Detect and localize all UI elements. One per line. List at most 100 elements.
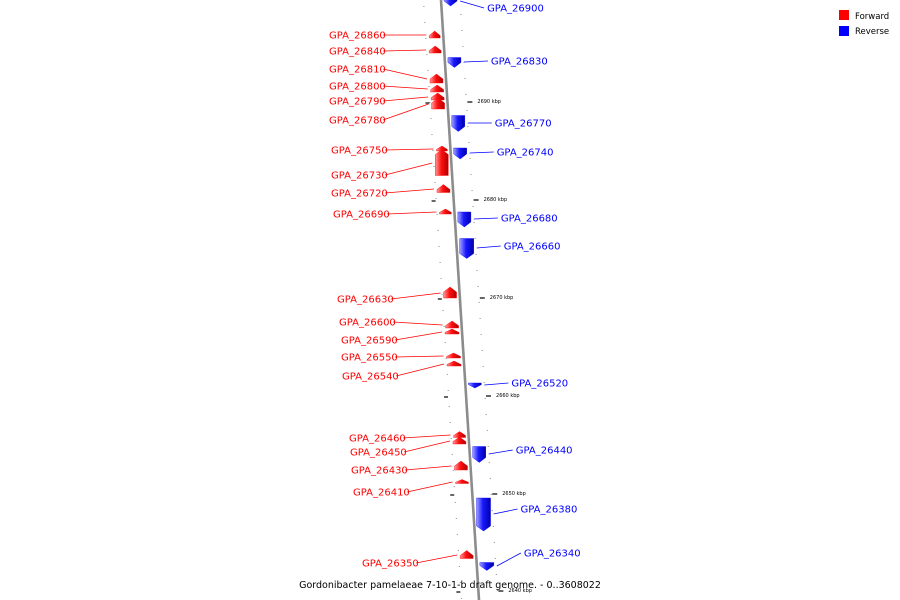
guide-dot [465, 94, 467, 95]
forward-gene[interactable]: GPA_26410 [353, 479, 469, 499]
forward-gene-arrow[interactable] [459, 550, 474, 559]
forward-gene-label[interactable]: GPA_26630 [337, 295, 394, 306]
forward-gene-label[interactable]: GPA_26460 [349, 434, 406, 445]
reverse-gene-arrow[interactable] [476, 497, 491, 532]
forward-gene[interactable]: GPA_26350 [362, 550, 474, 570]
forward-gene-arrow[interactable] [452, 436, 467, 445]
reverse-gene-arrow[interactable] [459, 238, 474, 259]
reverse-gene[interactable]: GPA_26340 [479, 549, 581, 571]
forward-gene-arrow[interactable] [436, 184, 451, 193]
forward-gene-label[interactable]: GPA_26600 [339, 318, 396, 329]
forward-gene[interactable]: GPA_26720 [331, 184, 451, 200]
guide-dot [476, 270, 478, 271]
forward-gene[interactable]: GPA_26550 [341, 353, 461, 364]
forward-gene[interactable]: GPA_26430 [351, 460, 468, 477]
forward-gene-arrow[interactable] [455, 479, 469, 484]
forward-gene-label[interactable]: GPA_26410 [353, 488, 410, 499]
reverse-gene-label[interactable]: GPA_26680 [501, 214, 558, 225]
reverse-gene[interactable]: GPA_26440 [472, 446, 573, 463]
guide-dot [494, 558, 496, 559]
forward-gene-arrow[interactable] [431, 97, 445, 110]
forward-gene-arrow[interactable] [444, 328, 460, 335]
reverse-gene[interactable]: GPA_26680 [457, 211, 558, 228]
reverse-gene-arrow[interactable] [468, 382, 482, 389]
forward-gene[interactable]: GPA_26810 [329, 65, 444, 84]
reverse-gene-label[interactable]: GPA_26660 [504, 242, 561, 253]
forward-gene[interactable]: GPA_26590 [341, 328, 460, 347]
forward-gene[interactable]: GPA_26860 [329, 30, 441, 42]
forward-gene-label[interactable]: GPA_26790 [329, 97, 386, 108]
forward-gene-label[interactable]: GPA_26550 [341, 353, 398, 364]
forward-gene-arrow[interactable] [439, 208, 452, 215]
reverse-gene[interactable]: GPA_26770 [451, 115, 552, 132]
kbp-tick-label: 2670 kbp [490, 295, 514, 301]
forward-gene-label[interactable]: GPA_26750 [331, 146, 388, 157]
forward-gene[interactable]: GPA_26790 [329, 92, 445, 108]
forward-gene-arrow[interactable] [428, 45, 442, 54]
forward-gene-label[interactable]: GPA_26810 [329, 65, 386, 76]
forward-gene-label[interactable]: GPA_26690 [333, 210, 390, 221]
forward-gene-label[interactable]: GPA_26840 [329, 47, 386, 58]
forward-gene-label[interactable]: GPA_26350 [362, 559, 419, 570]
reverse-gene-arrow[interactable] [453, 147, 467, 160]
forward-gene-arrow[interactable] [435, 149, 449, 176]
reverse-gene-label[interactable]: GPA_26340 [524, 549, 581, 560]
forward-gene-label[interactable]: GPA_26540 [342, 372, 399, 383]
forward-gene[interactable]: GPA_26780 [329, 97, 445, 127]
reverse-gene[interactable]: GPA_26740 [453, 147, 554, 160]
forward-gene-arrow[interactable] [446, 352, 461, 359]
reverse-gene[interactable]: GPA_26900 [443, 0, 544, 15]
reverse-gene-label[interactable]: GPA_26380 [521, 505, 578, 516]
forward-gene-arrow[interactable] [436, 145, 448, 152]
forward-gene-label[interactable]: GPA_26590 [341, 336, 398, 347]
forward-gene-arrow[interactable] [430, 92, 445, 101]
forward-gene[interactable]: GPA_26730 [331, 149, 449, 182]
forward-gene-label[interactable]: GPA_26860 [329, 31, 386, 42]
reverse-gene-label[interactable]: GPA_26440 [516, 446, 573, 457]
reverse-gene[interactable]: GPA_26520 [468, 379, 568, 390]
reverse-gene-arrow[interactable] [447, 57, 462, 68]
guide-dot [496, 590, 498, 591]
reverse-gene-arrow[interactable] [472, 446, 486, 463]
forward-gene-arrow[interactable] [430, 84, 444, 93]
forward-gene[interactable]: GPA_26450 [350, 436, 467, 459]
guide-dot [484, 398, 486, 399]
reverse-gene-label[interactable]: GPA_26740 [497, 148, 554, 159]
forward-gene-arrow[interactable] [446, 360, 462, 367]
reverse-gene[interactable]: GPA_26830 [447, 57, 548, 68]
forward-gene[interactable]: GPA_26840 [329, 45, 442, 58]
forward-gene-arrow[interactable] [453, 431, 466, 438]
forward-gene[interactable]: GPA_26540 [342, 360, 462, 383]
guide-dot [487, 446, 489, 447]
forward-gene-label[interactable]: GPA_26720 [331, 189, 388, 200]
reverse-gene[interactable]: GPA_26660 [459, 238, 561, 259]
reverse-gene[interactable]: GPA_26380 [476, 497, 578, 532]
forward-gene-arrow[interactable] [429, 30, 441, 39]
reverse-gene-label[interactable]: GPA_26830 [491, 57, 548, 68]
forward-gene-label[interactable]: GPA_26780 [329, 116, 386, 127]
reverse-gene-label[interactable]: GPA_26770 [495, 119, 552, 130]
forward-gene[interactable]: GPA_26690 [333, 208, 452, 221]
reverse-gene-arrow[interactable] [457, 211, 472, 228]
guide-dot [495, 574, 497, 575]
forward-gene-label[interactable]: GPA_26430 [351, 466, 408, 477]
reverse-gene-label[interactable]: GPA_26900 [487, 4, 544, 15]
reverse-gene-arrow[interactable] [451, 115, 465, 132]
reverse-leader-line [463, 60, 488, 63]
forward-gene-arrow[interactable] [454, 460, 468, 471]
forward-gene-arrow[interactable] [429, 73, 444, 84]
forward-gene-label[interactable]: GPA_26730 [331, 171, 388, 182]
forward-gene[interactable]: GPA_26460 [349, 431, 466, 445]
forward-gene[interactable]: GPA_26800 [329, 82, 444, 93]
forward-gene[interactable]: GPA_26600 [339, 318, 459, 329]
reverse-gene-label[interactable]: GPA_26520 [511, 379, 568, 390]
forward-gene-label[interactable]: GPA_26800 [329, 82, 386, 93]
forward-gene-arrow[interactable] [443, 286, 457, 299]
reverse-gene-arrow[interactable] [443, 0, 458, 7]
forward-gene[interactable]: GPA_26630 [337, 286, 457, 306]
forward-gene-arrow[interactable] [445, 320, 459, 329]
reverse-gene-arrow[interactable] [479, 562, 495, 571]
forward-gene-label[interactable]: GPA_26450 [350, 448, 407, 459]
guide-dot [432, 150, 434, 151]
forward-gene[interactable]: GPA_26750 [331, 145, 448, 157]
